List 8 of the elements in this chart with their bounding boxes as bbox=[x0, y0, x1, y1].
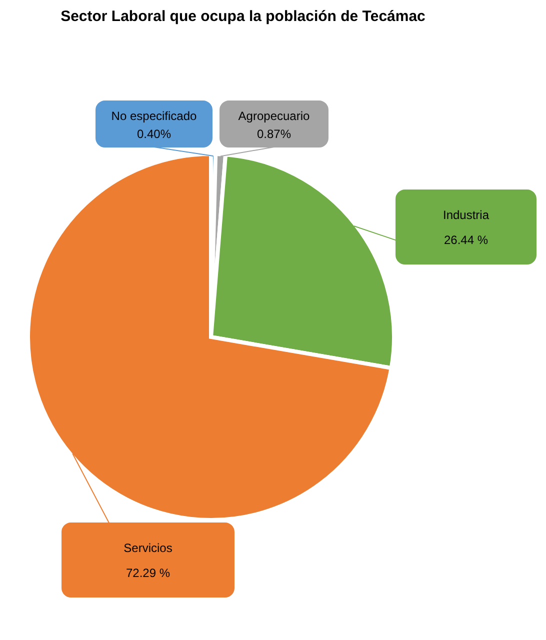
slice-label: Agropecuario bbox=[238, 109, 310, 123]
slice-label: Servicios bbox=[124, 541, 172, 555]
data-label: 0.87% bbox=[256, 127, 292, 141]
data-label: 72.29 % bbox=[126, 566, 170, 580]
slice-label: Industria bbox=[442, 208, 490, 222]
chart-title: Sector Laboral que ocupa la población de Tecámac bbox=[60, 8, 426, 27]
slice-label: No especificado bbox=[111, 109, 198, 123]
data-label: 0.40% bbox=[136, 127, 172, 141]
